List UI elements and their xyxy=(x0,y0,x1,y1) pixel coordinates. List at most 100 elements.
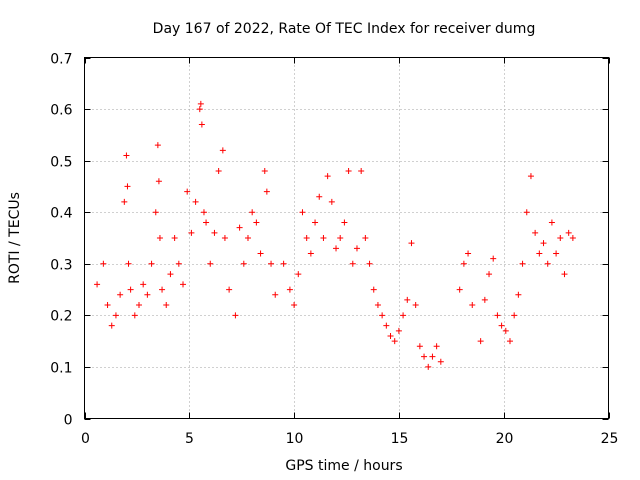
data-point xyxy=(515,291,522,298)
x-tick-label: 10 xyxy=(286,431,304,447)
data-point xyxy=(498,322,505,329)
data-point xyxy=(303,235,310,241)
data-point xyxy=(140,281,147,288)
data-point xyxy=(215,167,222,174)
data-point xyxy=(404,296,411,303)
x-tick-label: 5 xyxy=(185,431,194,447)
data-point xyxy=(104,302,111,309)
x-axis-label: GPS time / hours xyxy=(285,458,402,474)
data-point xyxy=(240,260,247,267)
data-point xyxy=(291,302,298,309)
data-point xyxy=(395,327,402,334)
data-point xyxy=(425,363,432,370)
data-point xyxy=(362,235,369,241)
data-point xyxy=(152,209,159,216)
data-point xyxy=(540,240,547,247)
data-point xyxy=(460,260,467,267)
x-tick-label: 15 xyxy=(391,431,409,447)
data-point xyxy=(163,302,170,309)
data-point xyxy=(286,286,293,293)
x-tick-label: 20 xyxy=(496,431,514,447)
data-point xyxy=(219,147,226,154)
data-point xyxy=(203,219,210,226)
data-point xyxy=(207,260,214,267)
data-point xyxy=(211,229,218,236)
data-point xyxy=(192,198,199,205)
scatter-series xyxy=(94,100,576,370)
data-point xyxy=(337,235,344,241)
data-point xyxy=(112,312,119,319)
y-tick-label: 0.1 xyxy=(50,361,72,377)
y-tick-label: 0 xyxy=(64,413,73,429)
y-tick-label: 0.6 xyxy=(50,103,72,119)
data-point xyxy=(557,235,564,241)
data-point xyxy=(429,353,436,360)
data-point xyxy=(345,167,352,174)
data-point xyxy=(379,312,386,319)
y-tick-label: 0.2 xyxy=(50,309,72,325)
data-point xyxy=(333,245,340,252)
data-point xyxy=(253,219,260,226)
data-point xyxy=(123,152,130,159)
data-point xyxy=(481,296,488,303)
data-point xyxy=(232,312,239,319)
data-point xyxy=(131,312,138,319)
data-point xyxy=(196,106,203,113)
data-point xyxy=(544,260,551,267)
data-point xyxy=(433,343,440,350)
data-point xyxy=(316,193,323,200)
data-point xyxy=(124,183,131,190)
data-point xyxy=(167,271,174,278)
data-point xyxy=(244,235,251,241)
data-point xyxy=(144,291,151,298)
data-point xyxy=(184,188,191,195)
data-point xyxy=(159,286,166,293)
data-point xyxy=(370,286,377,293)
data-point xyxy=(465,250,472,257)
data-point xyxy=(421,353,428,360)
data-point xyxy=(366,260,373,267)
data-point xyxy=(553,250,560,257)
data-point xyxy=(383,322,390,329)
data-point xyxy=(349,260,356,267)
x-tick-labels: 0 5 10 15 20 25 xyxy=(81,431,618,447)
axis-ticks xyxy=(84,57,610,420)
data-point xyxy=(117,291,124,298)
data-point xyxy=(341,219,348,226)
data-point xyxy=(108,322,115,329)
data-point xyxy=(527,173,534,180)
data-point xyxy=(358,167,365,174)
y-axis-label: ROTI / TECUs xyxy=(7,192,23,284)
data-point xyxy=(221,235,228,241)
data-point xyxy=(307,250,314,257)
data-point xyxy=(198,121,205,128)
data-point xyxy=(532,229,539,236)
y-tick-label: 0.5 xyxy=(50,155,72,171)
data-point xyxy=(312,219,319,226)
y-tick-labels: 0 0.1 0.2 0.3 0.4 0.5 0.6 0.7 xyxy=(50,52,72,429)
data-point xyxy=(374,302,381,309)
data-point xyxy=(257,250,264,257)
data-point xyxy=(272,291,279,298)
data-point xyxy=(94,281,101,288)
data-point xyxy=(519,260,526,267)
grid-lines xyxy=(84,57,609,419)
data-point xyxy=(502,327,509,334)
data-point xyxy=(565,229,572,236)
data-point xyxy=(175,260,182,267)
data-point xyxy=(263,188,270,195)
data-point xyxy=(155,178,162,185)
data-point xyxy=(523,209,530,216)
data-point xyxy=(100,260,107,267)
data-point xyxy=(320,235,327,241)
data-point xyxy=(154,142,161,149)
data-point xyxy=(391,338,398,345)
data-point xyxy=(171,235,178,241)
data-point xyxy=(127,286,134,293)
data-point xyxy=(299,209,306,216)
data-point xyxy=(188,229,195,236)
data-point xyxy=(328,198,335,205)
data-point xyxy=(148,260,155,267)
y-tick-label: 0.4 xyxy=(50,206,72,222)
